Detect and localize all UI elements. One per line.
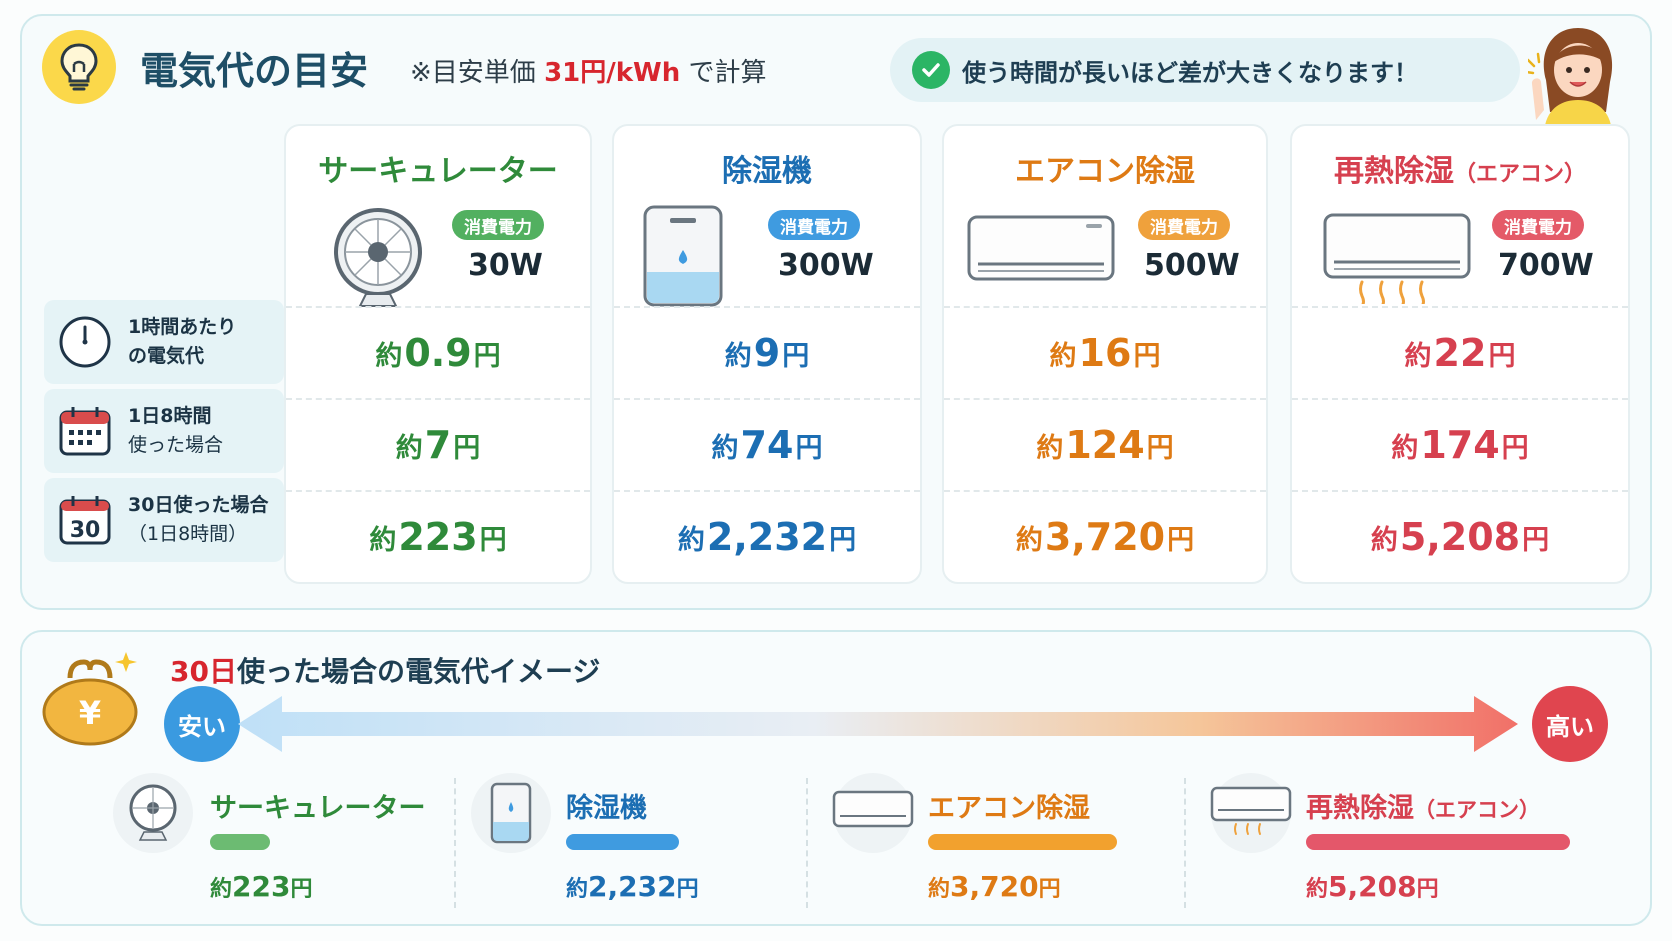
divider [806,778,808,908]
power-watt: 500W [1144,248,1240,283]
device-name: エアコン除湿 [1015,154,1195,189]
divider [454,778,456,908]
unit-price: 31円/kWh [544,58,681,88]
cost-per-day: 約 124 円 [944,398,1266,490]
unit-price-note: ※目安単価 31円/kWh で計算 [410,58,767,88]
circulator-fan-icon [113,773,193,853]
lightbulb-icon [42,30,116,104]
calendar-icon [59,407,111,456]
power-badge: 消費電力 [452,210,544,240]
summary-item-reheat-dehumidify: 再熱除湿（エアコン） 約5,208円 [1208,772,1628,912]
device-column-reheat-dehumidify: 再熱除湿（エアコン） 消費電力 700W 約 22 円 約 174 円 約 5,208 円 [1290,124,1630,584]
air-conditioner-icon [967,215,1115,281]
tip-text: 使う時間が長いほど差が大きくなります！ [962,58,1418,87]
cost-per-month: 約 3,720 円 [944,490,1266,582]
power-watt: 700W [1498,248,1594,283]
row-label-per-month: 30 30日使った場合 （1日8時間） [44,478,284,562]
svg-text:30: 30 [70,518,101,543]
divider [1184,778,1186,908]
expensive-label: 高い [1532,686,1608,762]
cost-per-day: 約 174 円 [1292,398,1628,490]
air-conditioner-icon [832,773,914,853]
cost-per-day: 約 74 円 [614,398,920,490]
air-conditioner-heat-icon [1210,773,1292,853]
monthly-chart-title: 30日使った場合の電気代イメージ [170,655,601,688]
cost-per-month: 約 2,232 円 [614,490,920,582]
cost-bar [1306,834,1570,850]
check-icon [912,51,950,89]
cost-bar [210,834,270,850]
summary-item-circulator: サーキュレーター 約223円 [112,772,432,912]
monthly-cost: 約3,720円 [928,870,1061,903]
row-label-per-day: 1日8時間 使った場合 [44,389,284,473]
circulator-fan-icon [334,208,422,307]
cost-per-month: 約 223 円 [286,490,590,582]
device-name: 再熱除湿（エアコン） [1333,154,1586,189]
monthly-cost: 約223円 [210,870,313,903]
device-column-ac-dehumidify: エアコン除湿 消費電力 500W 約 16 円 約 124 円 約 3,720 円 [942,124,1268,584]
monthly-comparison-panel [20,630,1652,926]
row-label-per-hour: 1時間あたり の電気代 [44,300,284,384]
dehumidifier-icon [471,773,551,853]
cost-per-hour: 約 22 円 [1292,306,1628,398]
power-watt: 300W [778,248,874,283]
dehumidifier-icon [643,205,723,307]
device-name: サーキュレーター [318,154,558,189]
coin-purse-icon: ¥ [42,652,138,746]
clock-icon [59,316,111,368]
power-badge: 消費電力 [1138,210,1230,240]
cost-per-hour: 約 0.9 円 [286,306,590,398]
cost-bar [928,834,1117,850]
cheap-label: 安い [164,686,240,762]
svg-text:¥: ¥ [79,694,101,732]
power-watt: 30W [468,248,543,283]
monthly-cost: 約5,208円 [1306,870,1439,903]
page-title: 電気代の目安 [140,49,369,93]
monthly-cost: 約2,232円 [566,870,699,903]
cost-scale-arrow [238,696,1518,752]
woman-pointing-icon [1528,28,1613,132]
summary-item-dehumidifier: 除湿機 約2,232円 [470,772,770,912]
device-name: 除湿機 [722,154,812,189]
cost-per-month: 約 5,208 円 [1292,490,1628,582]
air-conditioner-heat-icon [1323,213,1471,304]
power-badge: 消費電力 [768,210,860,240]
power-badge: 消費電力 [1492,210,1584,240]
cost-per-hour: 約 16 円 [944,306,1266,398]
summary-item-ac-dehumidify: エアコン除湿 約3,720円 [830,772,1170,912]
tip-banner: 使う時間が長いほど差が大きくなります！ [890,38,1520,102]
calendar-30-icon: 30 [59,496,111,545]
cost-bar [566,834,679,850]
